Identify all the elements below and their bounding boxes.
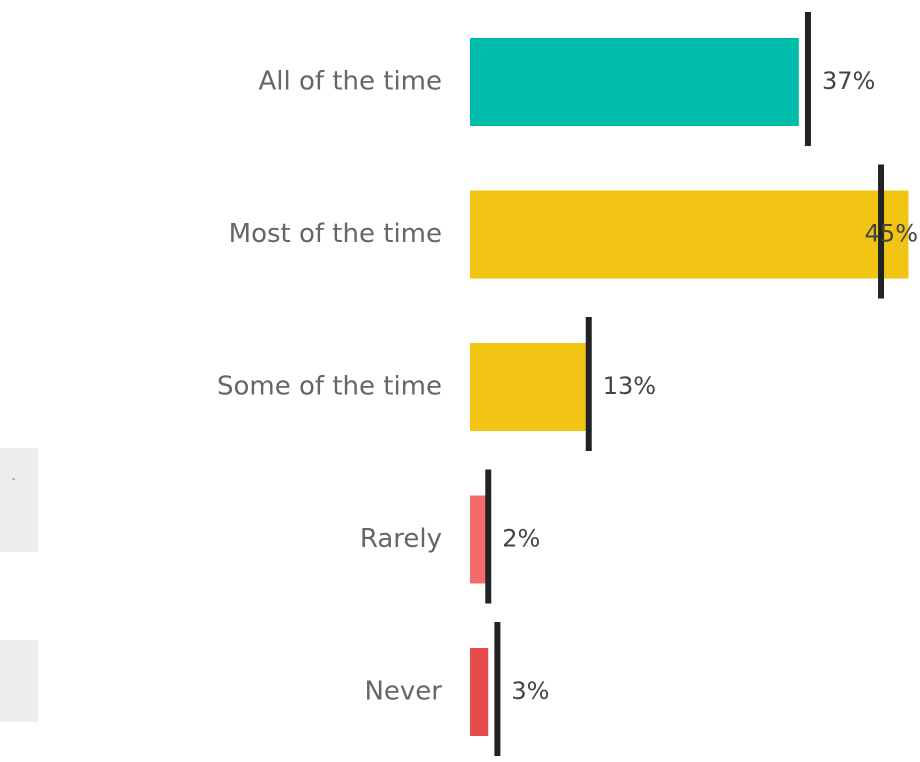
data-label-rarely: 2% (502, 525, 540, 553)
category-label-never: Never (364, 677, 442, 707)
category-label-most-of-the-time: Most of the time (229, 219, 442, 249)
data-label-most-of-the-time: 45% (865, 220, 918, 248)
bar-never (470, 648, 489, 736)
data-label-some-of-the-time: 13% (603, 372, 656, 400)
data-label-all-of-the-time: 37% (822, 67, 875, 95)
side-panel-bottom (0, 640, 38, 722)
data-labels: 37% 45% 13% 2% 3% (502, 67, 918, 705)
category-label-all-of-the-time: All of the time (259, 67, 443, 97)
side-panel-mark (12, 478, 15, 480)
data-label-never: 3% (511, 677, 549, 705)
bar-rarely (470, 495, 489, 584)
reference-marker-some-of-the-time (585, 317, 592, 451)
category-labels: All of the time Most of the time Some of t… (217, 67, 442, 707)
reference-marker-never (494, 622, 501, 756)
bar-some-of-the-time (470, 343, 589, 431)
side-panel-top (0, 448, 38, 552)
category-label-rarely: Rarely (360, 524, 442, 554)
reference-marker-most-of-the-time (878, 164, 885, 299)
category-label-some-of-the-time: Some of the time (217, 372, 442, 402)
bar-all-of-the-time (470, 38, 799, 126)
reference-marker-all-of-the-time (804, 12, 811, 146)
reference-marker-rarely (485, 469, 492, 604)
bars (470, 38, 909, 736)
reference-markers (485, 12, 885, 756)
bar-most-of-the-time (470, 190, 909, 279)
